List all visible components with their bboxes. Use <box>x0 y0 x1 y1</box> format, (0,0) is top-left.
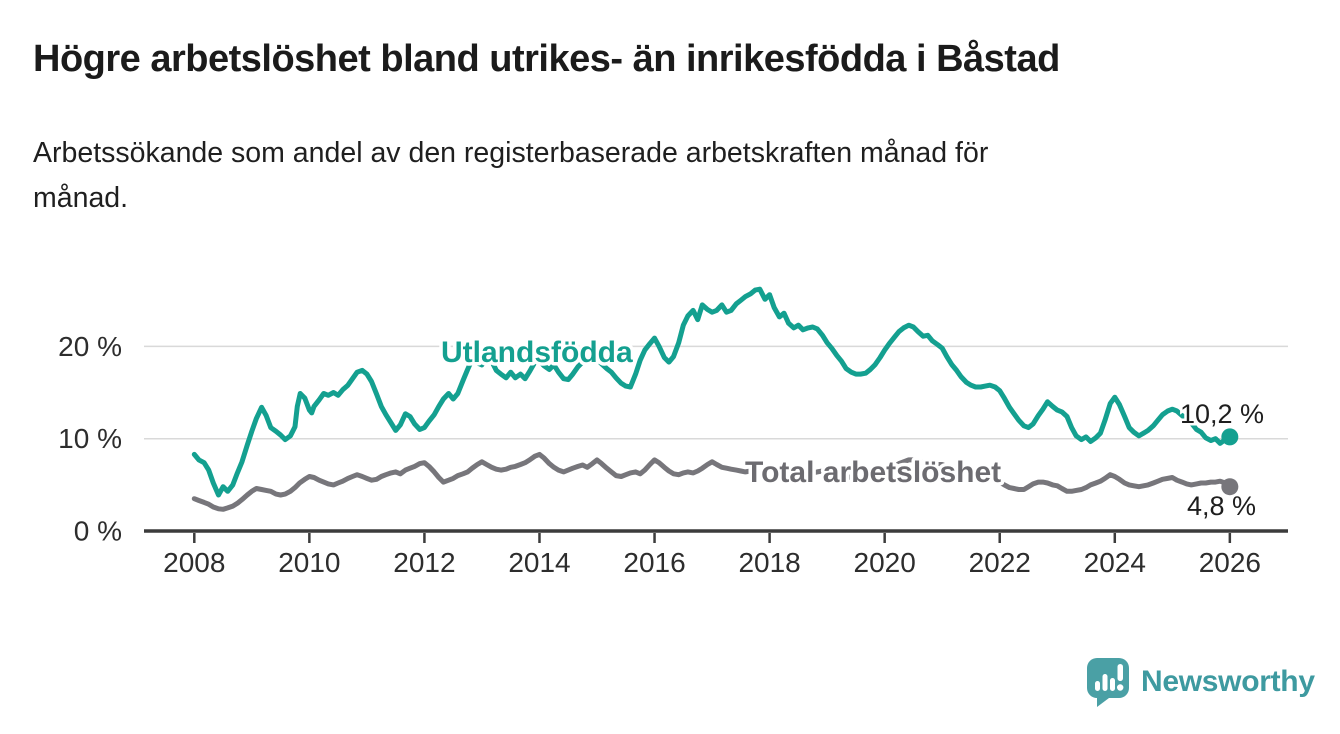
x-tick-label: 2008 <box>163 547 225 578</box>
series-end-dot-utlandsf-dda <box>1221 428 1239 446</box>
series-label-total-arbetsl-shet: Total arbetslöshet <box>745 456 1001 489</box>
x-tick-label: 2024 <box>1084 547 1146 578</box>
x-tick-label: 2014 <box>508 547 570 578</box>
x-tick-label: 2012 <box>393 547 455 578</box>
series-end-value-utlandsf-dda: 10,2 % <box>1180 399 1264 429</box>
x-tick-label: 2010 <box>278 547 340 578</box>
newsworthy-logo: Newsworthy <box>1085 656 1315 708</box>
series-label-utlandsf-dda: Utlandsfödda <box>441 336 633 369</box>
series-end-dot-total-arbetsl-shet <box>1221 478 1239 496</box>
x-tick-label: 2016 <box>623 547 685 578</box>
chart-subtitle: Arbetssökande som andel av den registerb… <box>33 137 989 215</box>
y-tick-label: 0 % <box>74 516 122 547</box>
series-end-value-total-arbetsl-shet: 4,8 % <box>1187 491 1256 521</box>
y-tick-label: 20 % <box>58 331 122 362</box>
newsworthy-wordmark: Newsworthy <box>1141 665 1315 698</box>
x-tick-label: 2018 <box>738 547 800 578</box>
x-tick-label: 2022 <box>969 547 1031 578</box>
chart-title: Högre arbetslöshet bland utrikes- än inr… <box>33 38 1060 80</box>
x-tick-label: 2020 <box>854 547 916 578</box>
newsworthy-speech-bubble-bar-chart-icon <box>1087 658 1129 707</box>
x-tick-label: 2026 <box>1199 547 1261 578</box>
series-line-utlandsf-dda <box>191 286 1233 498</box>
y-tick-label: 10 % <box>58 423 122 454</box>
series-line-total-arbetsl-shet <box>191 451 1233 512</box>
